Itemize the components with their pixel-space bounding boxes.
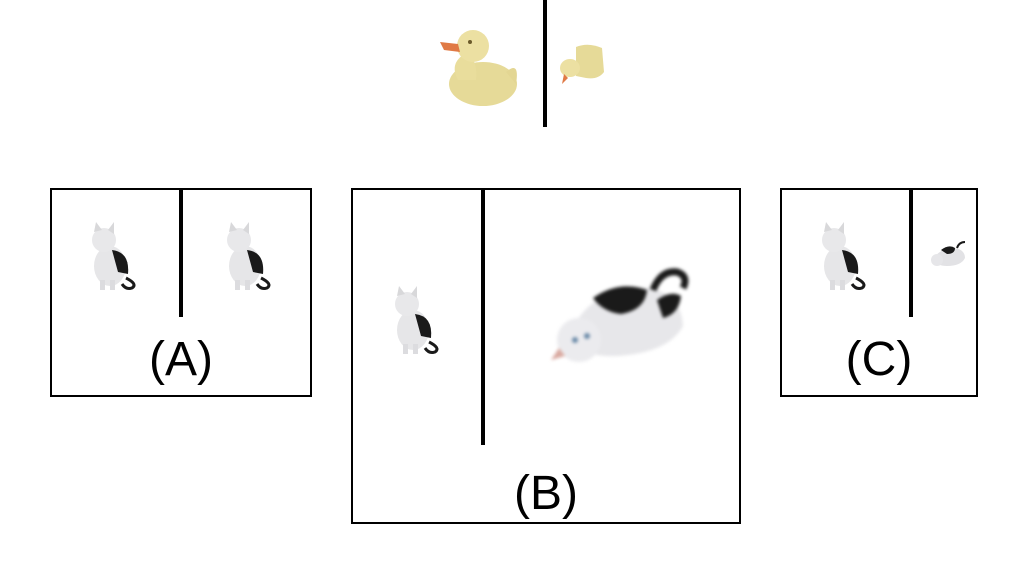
panel-c-label: (C): [845, 333, 913, 386]
cat-lying-large-blurred-image: [551, 268, 689, 362]
panel-a: (A): [50, 188, 312, 397]
duck-reference-image: [440, 30, 517, 106]
cat-lying-small-image: [931, 241, 966, 266]
cat-sitting-image: [822, 222, 866, 290]
panel-b-label: (B): [514, 467, 578, 520]
cat-sitting-same-image: [227, 222, 271, 290]
panel-c-divider: [909, 190, 913, 317]
panel-c: (C): [780, 188, 978, 397]
cat-sitting-image: [92, 222, 136, 290]
panel-b-divider: [481, 190, 485, 445]
panel-a-divider: [179, 190, 183, 317]
small-duck-image: [560, 44, 604, 84]
panel-a-label: (A): [149, 333, 213, 386]
panel-b: (B): [351, 188, 741, 524]
cat-sitting-image: [395, 286, 439, 354]
reference-divider: [543, 0, 547, 127]
